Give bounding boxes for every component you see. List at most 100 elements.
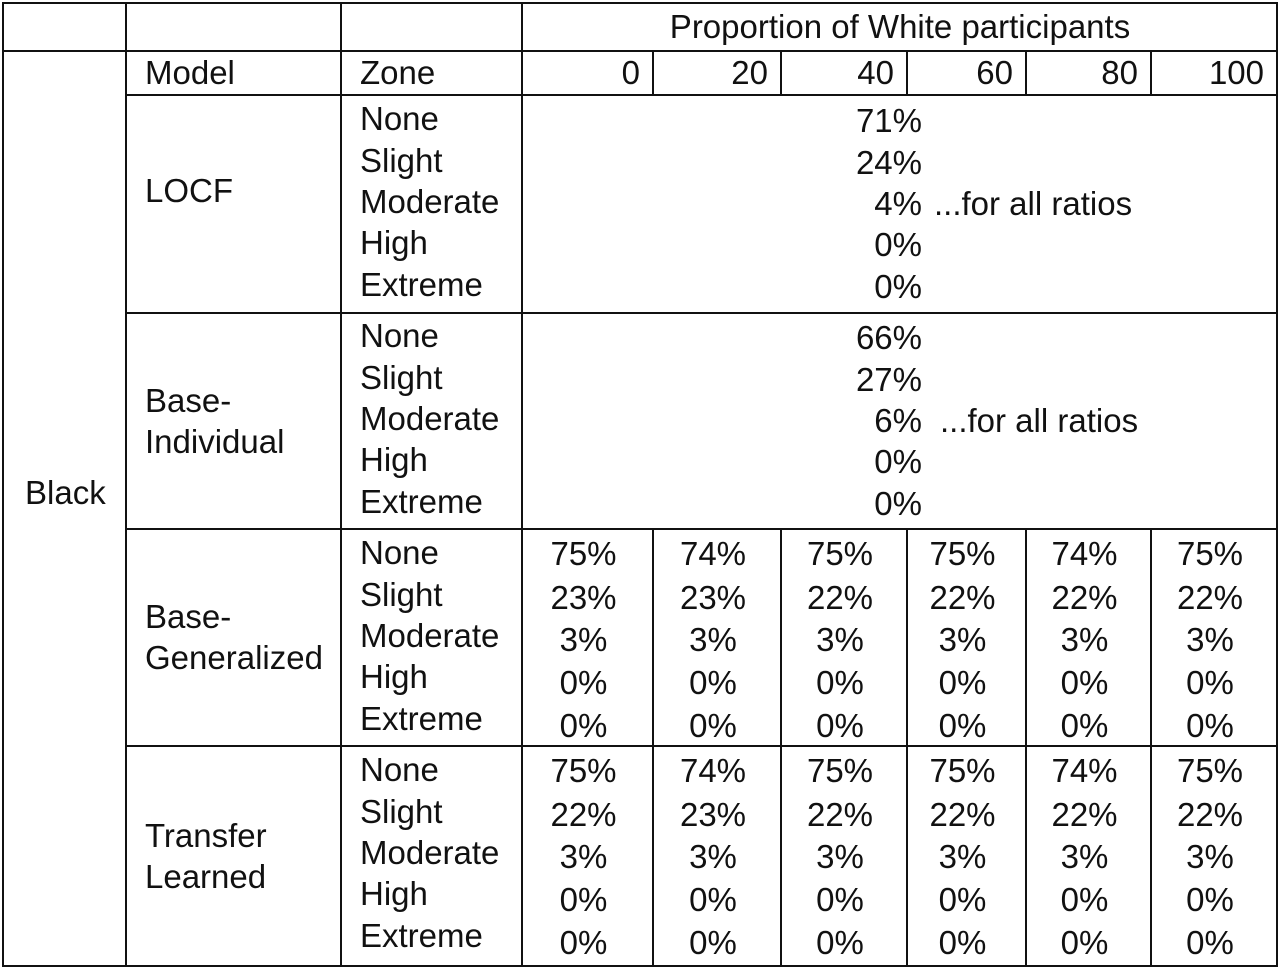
ratio-percentage: 22%	[1176, 795, 1244, 833]
ratio-percentage: 3%	[689, 621, 737, 658]
proportion-value-20: 20	[731, 54, 768, 91]
zone-percentage: 66%	[855, 319, 922, 356]
ratio-percentage: 0%	[689, 924, 737, 961]
zone-percentage: 0%	[874, 485, 922, 522]
ratio-percentage: 22%	[806, 578, 874, 616]
model-name: Learned	[145, 857, 267, 895]
ratio-percentage: 0%	[816, 924, 864, 961]
zone-label-moderate: Moderate	[360, 834, 500, 871]
ratio-percentage: 75%	[1176, 752, 1244, 789]
ratio-percentage: 3%	[938, 621, 987, 658]
table-border-top	[2, 2, 1278, 4]
zone-label-slight: Slight	[360, 142, 443, 179]
ratio-percentage: 74%	[1051, 535, 1118, 572]
proportion-header-divider	[906, 50, 908, 96]
ratio-percentage: 3%	[1060, 621, 1109, 658]
ratio-percentage: 0%	[816, 663, 864, 701]
ratio-percentage: 0%	[689, 663, 737, 701]
ratio-percentage: 23%	[679, 578, 747, 616]
proportion-value-0: 0	[621, 54, 640, 91]
ratio-percentage: 75%	[550, 535, 617, 572]
zone-label-none: None	[360, 534, 439, 571]
ratio-percentage: 3%	[559, 621, 608, 658]
model-name: LOCF	[145, 171, 234, 209]
ratio-percentage: 75%	[929, 535, 996, 572]
zone-label-none: None	[360, 100, 439, 137]
ratio-percentage: 0%	[1060, 707, 1109, 744]
zone-percentage: 4%	[874, 185, 922, 222]
model-name: Base-	[145, 381, 232, 419]
zone-label-moderate: Moderate	[360, 183, 500, 220]
header-divider-left	[2, 50, 125, 52]
header-divider	[125, 50, 1278, 52]
proportion-header-divider	[1150, 50, 1152, 96]
ratio-percentage: 22%	[806, 795, 874, 833]
ratio-percentage: 23%	[679, 795, 747, 833]
proportion-header-divider	[1025, 50, 1027, 96]
ratio-percentage: 22%	[929, 795, 996, 833]
ratio-percentage: 0%	[1060, 663, 1109, 701]
ratio-percentage: 0%	[559, 663, 608, 701]
proportion-header-divider	[652, 50, 654, 96]
proportion-value-40: 40	[857, 54, 894, 91]
model-name: Generalized	[145, 639, 323, 676]
ratio-percentage: 75%	[1176, 535, 1244, 572]
ratio-percentage: 75%	[929, 752, 996, 789]
ratio-percentage: 3%	[559, 838, 608, 875]
model-name: Base-	[145, 598, 232, 635]
model-name: Transfer	[145, 816, 267, 854]
ratio-percentage: 22%	[1051, 578, 1118, 616]
zone-label-extreme: Extreme	[360, 917, 483, 954]
group-column-border	[125, 2, 127, 966]
ratio-percentage: 22%	[550, 795, 617, 833]
ratio-percentage: 23%	[550, 578, 617, 616]
ratio-percentage: 0%	[559, 880, 608, 918]
zone-percentage: 6%	[874, 402, 922, 439]
header-bottom-border	[125, 94, 1278, 96]
ratio-percentage: 3%	[1060, 838, 1109, 875]
ratio-percentage: 74%	[679, 535, 747, 572]
block-border	[125, 312, 1278, 314]
ratio-percentage: 0%	[1060, 924, 1109, 961]
proportion-column-divider	[1025, 529, 1027, 966]
group-label: Black	[25, 474, 106, 511]
ratio-percentage: 0%	[816, 707, 864, 744]
block-border	[125, 528, 1278, 530]
ratio-percentage: 3%	[1186, 838, 1234, 875]
ratio-percentage: 3%	[816, 621, 864, 658]
ratio-percentage: 22%	[1176, 578, 1244, 616]
ratio-percentage: 75%	[550, 752, 617, 789]
zone-label-high: High	[360, 224, 428, 261]
proportion-column-divider	[780, 529, 782, 966]
zone-label-high: High	[360, 875, 428, 912]
proportion-column-divider	[1150, 529, 1152, 966]
zone-label-moderate: Moderate	[360, 617, 500, 654]
zone-label-none: None	[360, 751, 439, 788]
ratio-percentage: 0%	[1186, 880, 1234, 918]
zone-label-extreme: Extreme	[360, 483, 483, 520]
zone-column-header: Zone	[360, 54, 436, 91]
proportion-value-60: 60	[976, 54, 1013, 91]
ratio-percentage: 75%	[806, 752, 874, 789]
ratio-percentage: 74%	[1051, 752, 1118, 789]
ratio-percentage: 0%	[559, 707, 608, 744]
ratio-percentage: 0%	[938, 880, 987, 918]
zone-percentage: 27%	[855, 361, 922, 398]
zone-label-moderate: Moderate	[360, 400, 500, 437]
all-ratios-note: ...for all ratios	[934, 185, 1133, 222]
zone-percentage: 71%	[855, 102, 922, 139]
zone-column-border	[521, 2, 523, 966]
ratio-percentage: 3%	[938, 838, 987, 875]
zone-percentage: 24%	[855, 144, 922, 181]
zone-label-slight: Slight	[360, 359, 443, 396]
proportion-value-100: 100	[1208, 54, 1264, 91]
model-column-border	[340, 2, 342, 966]
zone-label-high: High	[360, 441, 428, 478]
model-name: Individual	[145, 422, 285, 460]
zone-percentage: 0%	[874, 268, 922, 305]
block-border	[2, 965, 1278, 967]
ratio-percentage: 22%	[929, 578, 996, 616]
proportion-column-divider	[906, 529, 908, 966]
table-border-left	[2, 2, 4, 966]
